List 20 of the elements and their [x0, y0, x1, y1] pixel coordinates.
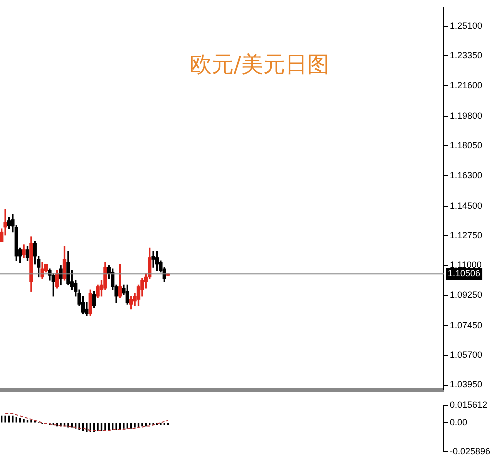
- y-tick-label: 1.18050: [450, 140, 483, 151]
- ref-line-label: 1.10506: [448, 268, 481, 279]
- y-tick-label: 1.14500: [450, 200, 483, 211]
- y-tick-label: 0.015612: [450, 400, 488, 410]
- y-tick-label: 1.09250: [450, 290, 483, 300]
- y-tick-label: 1.25100: [450, 21, 483, 32]
- text: 欧元/美元日图: [190, 52, 330, 80]
- y-tick-label: 1.23350: [450, 50, 483, 61]
- y-tick-label: 1.07450: [450, 320, 483, 330]
- y-tick-label: 1.11000: [450, 260, 482, 270]
- y-tick-label: 0.00: [450, 417, 468, 428]
- y-tick-label: 1.16300: [450, 170, 483, 180]
- y-tick-label: -0.025896: [450, 446, 491, 456]
- y-tick-label: 1.05700: [450, 350, 483, 360]
- candlestick: [152, 251, 156, 268]
- line-series: [5, 413, 169, 432]
- y-tick-label: 1.12750: [450, 230, 483, 240]
- y-tick-label: 1.19800: [450, 110, 483, 121]
- y-tick-label: 1.03950: [450, 380, 483, 390]
- y-tick-label: 1.21600: [450, 80, 483, 90]
